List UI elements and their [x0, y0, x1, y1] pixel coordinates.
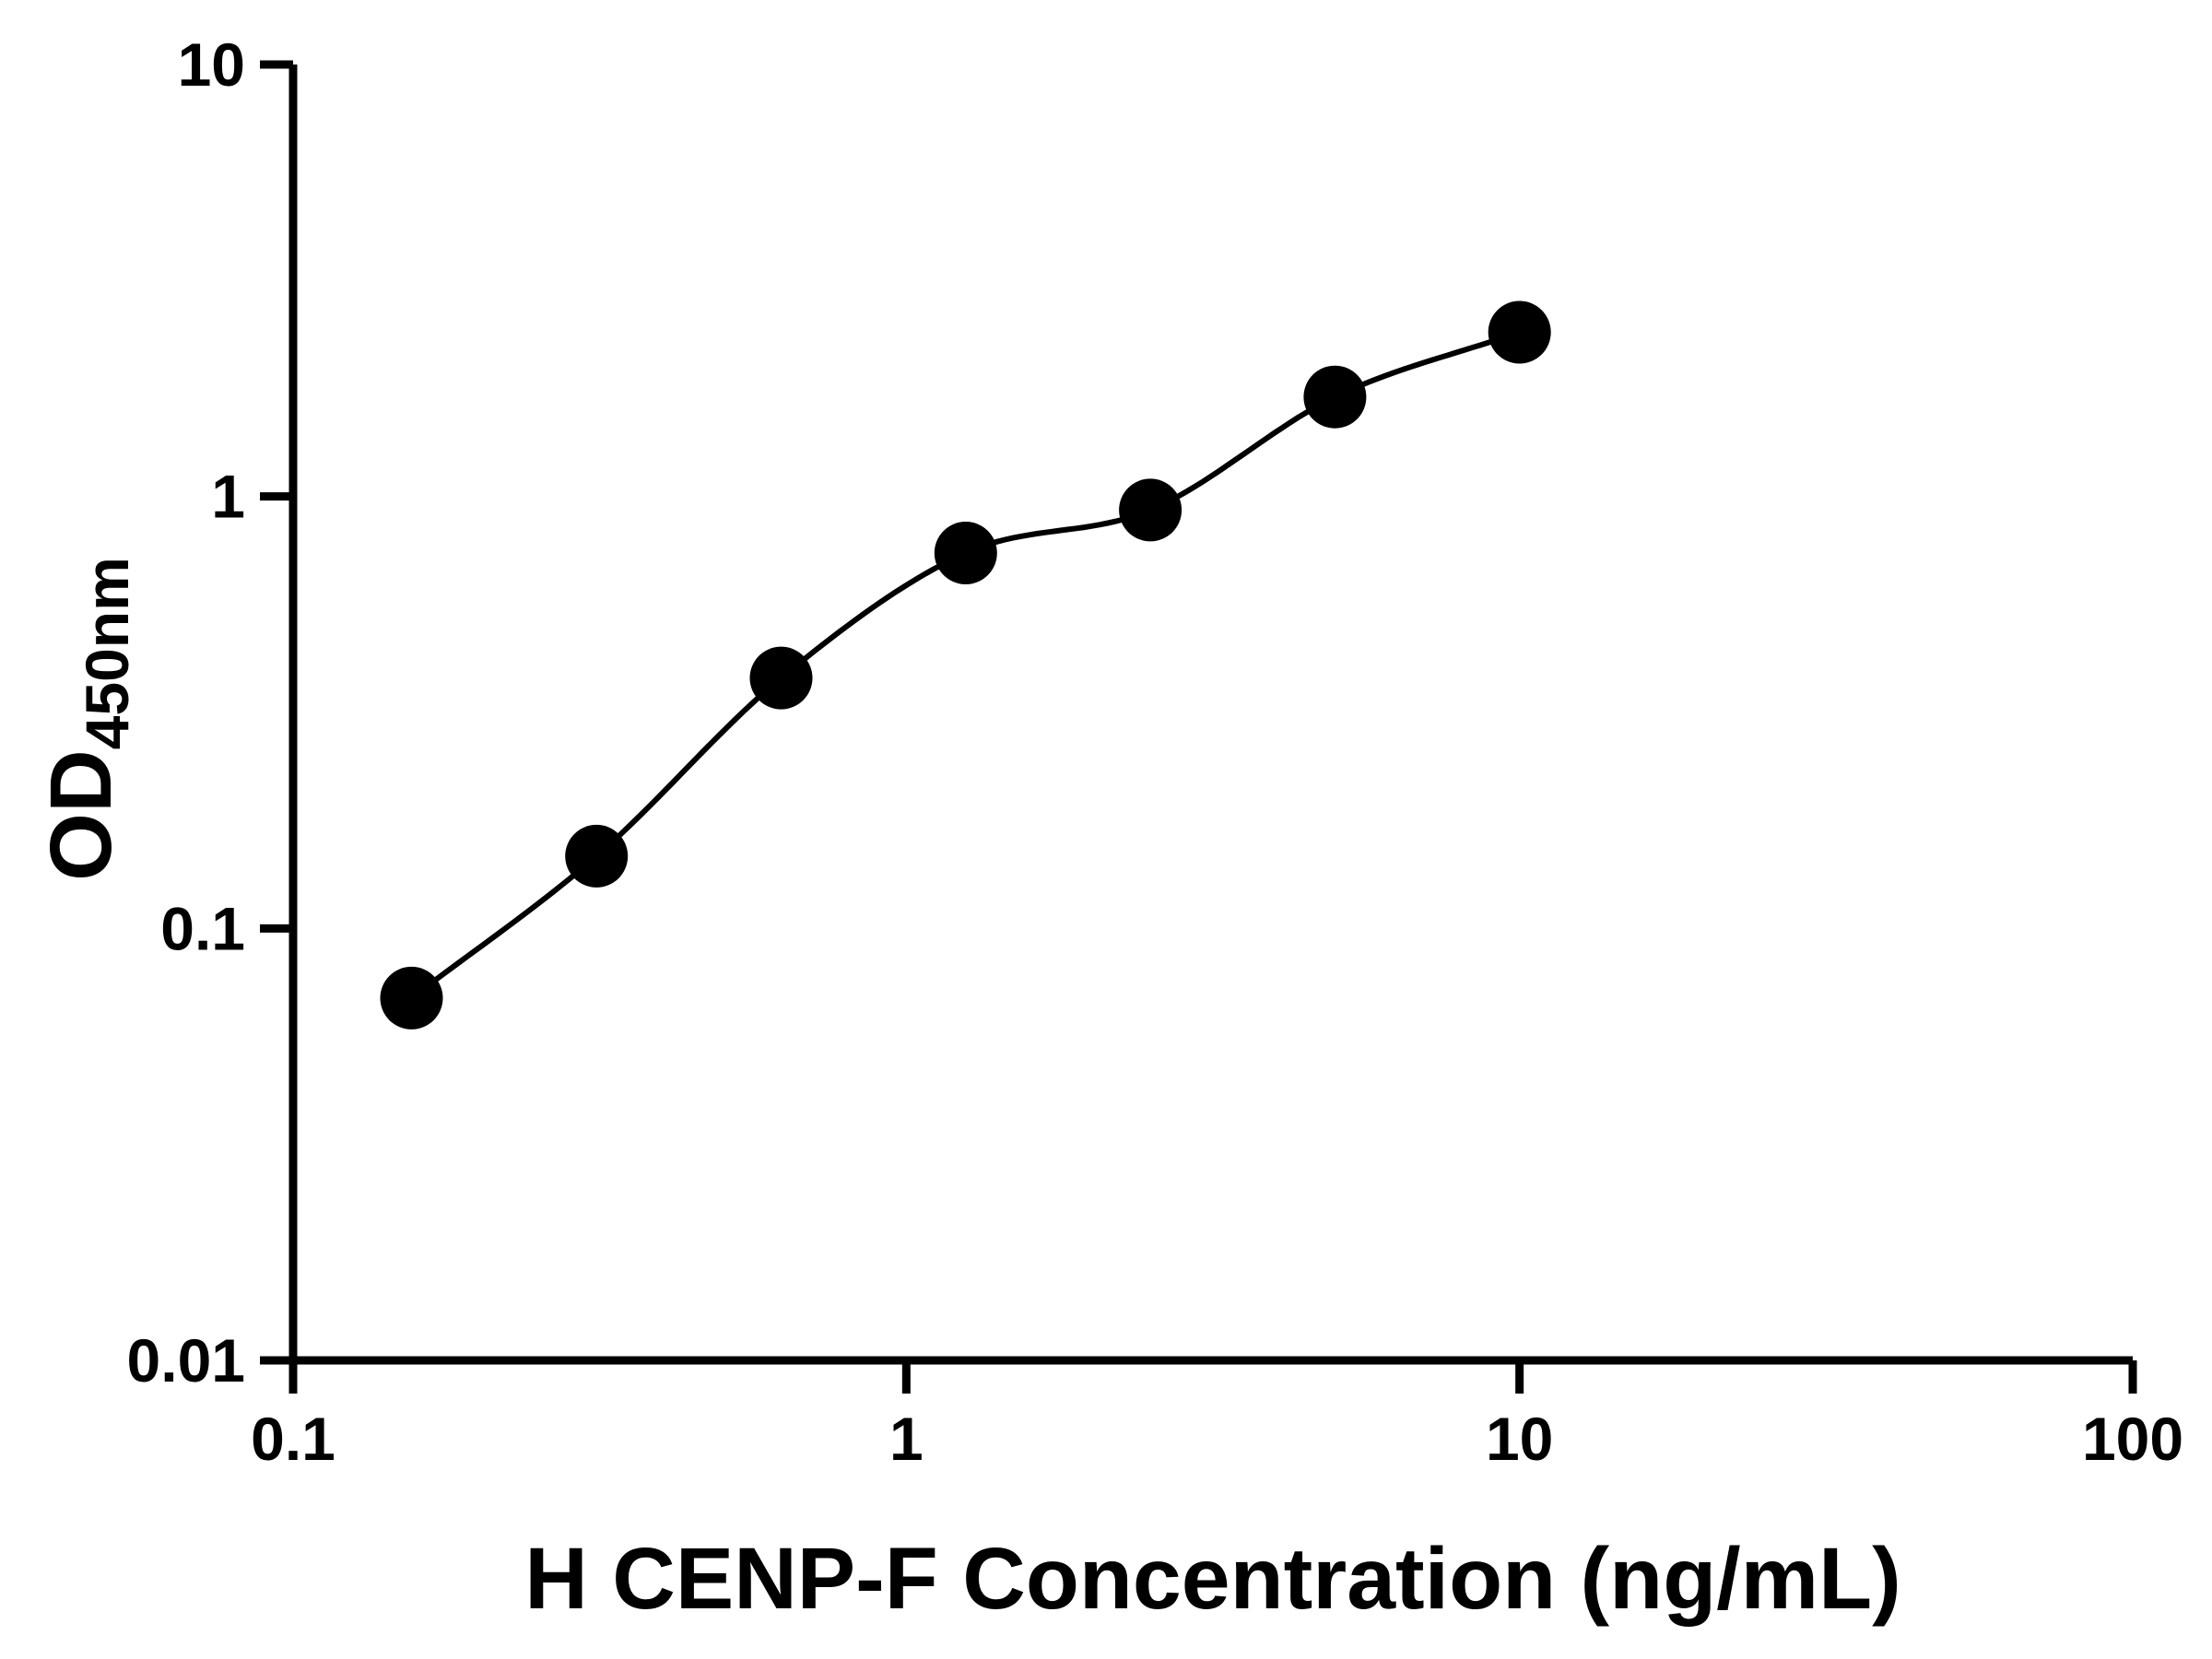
- data-point: [749, 646, 813, 710]
- x-tick-label: 100: [2082, 1405, 2183, 1473]
- y-axis-title-main: OD: [32, 749, 130, 881]
- fit-curve: [409, 329, 1521, 1001]
- y-axis-title: OD450nm: [32, 557, 141, 881]
- x-tick-label: 1: [889, 1405, 924, 1473]
- x-tick-label: 0.1: [251, 1405, 335, 1473]
- y-axis-title-subscript: 450nm: [73, 557, 141, 749]
- x-axis-title: H CENP-F Concentration (ng/mL): [524, 1530, 1901, 1628]
- y-tick-label: 1: [211, 463, 245, 531]
- x-tick-label: 10: [1486, 1405, 1553, 1473]
- y-tick-label: 0.01: [127, 1326, 245, 1394]
- data-point: [1488, 300, 1551, 364]
- data-point: [380, 966, 443, 1030]
- data-point: [565, 824, 629, 888]
- data-point: [1119, 478, 1182, 542]
- y-tick-label: 10: [178, 30, 245, 99]
- data-point: [1303, 365, 1367, 429]
- y-tick-label: 0.1: [160, 894, 245, 962]
- data-point: [934, 522, 997, 584]
